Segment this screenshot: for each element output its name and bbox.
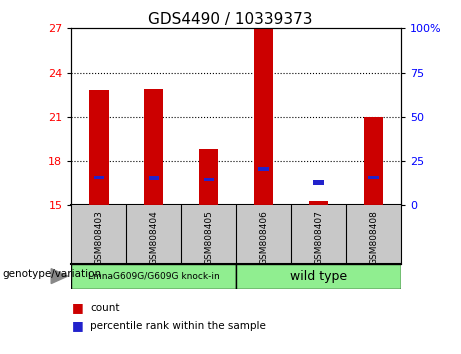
Bar [313, 180, 324, 185]
Text: GSM808408: GSM808408 [369, 210, 378, 265]
Bar [259, 167, 269, 171]
Text: GSM808407: GSM808407 [314, 210, 323, 265]
Bar [71, 264, 236, 289]
Bar [144, 89, 164, 205]
Bar [364, 117, 383, 205]
Text: GSM808404: GSM808404 [149, 210, 159, 265]
Text: ■: ■ [71, 302, 83, 314]
Bar [309, 201, 328, 205]
Bar [236, 264, 401, 289]
Polygon shape [51, 269, 68, 284]
Text: genotype/variation: genotype/variation [2, 269, 101, 279]
Bar [148, 176, 159, 179]
Text: GSM808405: GSM808405 [204, 210, 213, 265]
Text: percentile rank within the sample: percentile rank within the sample [90, 321, 266, 331]
Text: GSM808406: GSM808406 [259, 210, 268, 265]
Text: GDS4490 / 10339373: GDS4490 / 10339373 [148, 12, 313, 27]
Text: count: count [90, 303, 119, 313]
Bar [203, 178, 214, 181]
Text: ■: ■ [71, 319, 83, 332]
Bar [94, 176, 104, 179]
Bar [254, 28, 273, 205]
Text: wild type: wild type [290, 270, 347, 282]
Text: GSM808403: GSM808403 [95, 210, 103, 265]
Bar [89, 90, 108, 205]
Bar [368, 176, 379, 179]
Bar [199, 149, 219, 205]
Text: LmnaG609G/G609G knock-in: LmnaG609G/G609G knock-in [88, 272, 220, 281]
